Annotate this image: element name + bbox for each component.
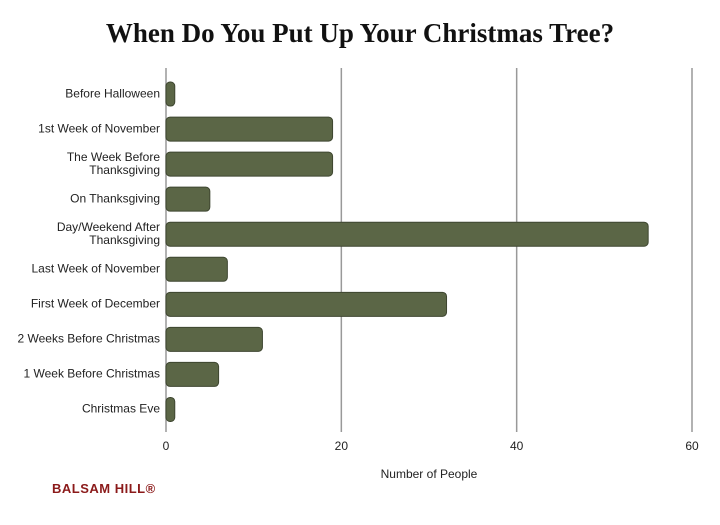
y-tick-label: 1 Week Before Christmas — [23, 366, 161, 381]
x-tick-label: 20 — [335, 439, 349, 453]
y-tick-label: Day/Weekend After Thanksgiving — [56, 220, 160, 248]
x-axis-label: Number of People — [381, 467, 478, 481]
y-tick-label: On Thanksgiving — [70, 191, 160, 206]
x-tick-label: 40 — [510, 439, 524, 453]
y-tick-label: 1st Week of November — [38, 121, 160, 136]
bar — [165, 396, 176, 422]
bar — [165, 221, 649, 247]
bar — [165, 361, 220, 387]
bar — [165, 81, 176, 107]
y-tick-label: First Week of December — [30, 296, 160, 311]
y-tick-label: Before Halloween — [65, 86, 160, 101]
bar — [165, 256, 228, 282]
bar — [165, 116, 334, 142]
bar — [165, 326, 263, 352]
y-tick-label: 2 Weeks Before Christmas — [17, 331, 161, 346]
chart-title: When Do You Put Up Your Christmas Tree? — [105, 18, 615, 48]
bar — [165, 291, 448, 317]
x-tick-label: 0 — [163, 439, 170, 453]
y-tick-label: Christmas Eve — [81, 401, 160, 416]
brand-logo: BALSAM HILL® — [52, 481, 156, 496]
y-tick-label: The Week Before Thanksgiving — [66, 150, 160, 178]
y-tick-label: Last Week of November — [31, 261, 160, 276]
bar — [165, 151, 334, 177]
bar — [165, 186, 211, 212]
x-tick-label: 60 — [685, 439, 699, 453]
